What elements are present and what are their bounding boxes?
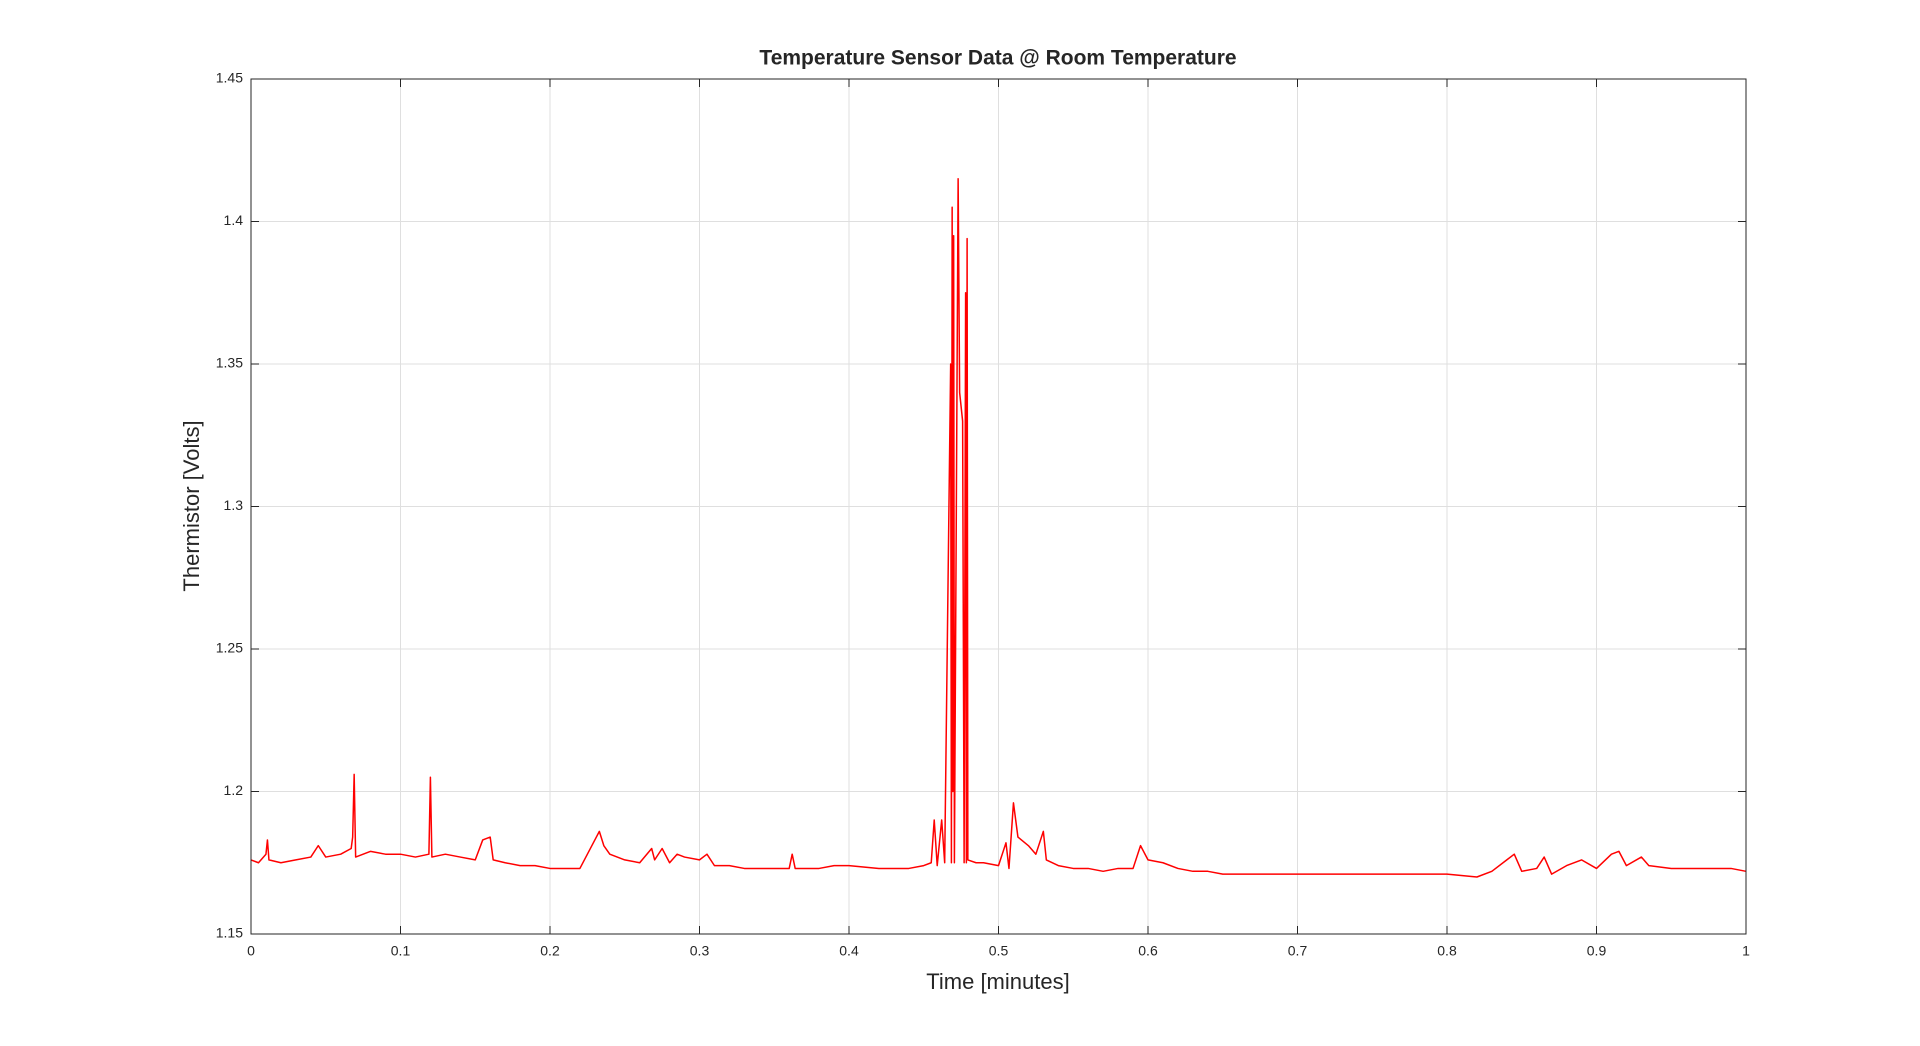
x-tick-label: 0.6 [1138, 943, 1158, 959]
y-tick-label: 1.3 [224, 497, 244, 513]
x-tick-label: 1 [1742, 943, 1750, 959]
x-tick-label: 0.1 [391, 943, 411, 959]
data-line [250, 178, 1747, 878]
y-tick-label: 1.35 [216, 355, 243, 371]
x-tick-label: 0.2 [540, 943, 560, 959]
x-tick-label: 0.9 [1587, 943, 1607, 959]
y-tick-label: 1.2 [224, 782, 244, 798]
y-tick-label: 1.15 [216, 925, 243, 941]
x-tick-label: 0.4 [839, 943, 859, 959]
x-axis-label: Time [minutes] [926, 969, 1069, 994]
x-tick-label: 0 [247, 943, 255, 959]
plot-frame [250, 78, 1747, 935]
x-tick-label: 0.3 [690, 943, 710, 959]
x-tick-label: 0.7 [1288, 943, 1308, 959]
y-tick-label: 1.45 [216, 70, 243, 86]
y-axis-label: Thermistor [Volts] [179, 420, 204, 591]
x-tick-label: 0.5 [989, 943, 1009, 959]
chart-title: Temperature Sensor Data @ Room Temperatu… [759, 47, 1236, 70]
y-tick-label: 1.4 [224, 212, 244, 228]
x-tick-label: 0.8 [1437, 943, 1457, 959]
y-tick-label: 1.25 [216, 640, 243, 656]
